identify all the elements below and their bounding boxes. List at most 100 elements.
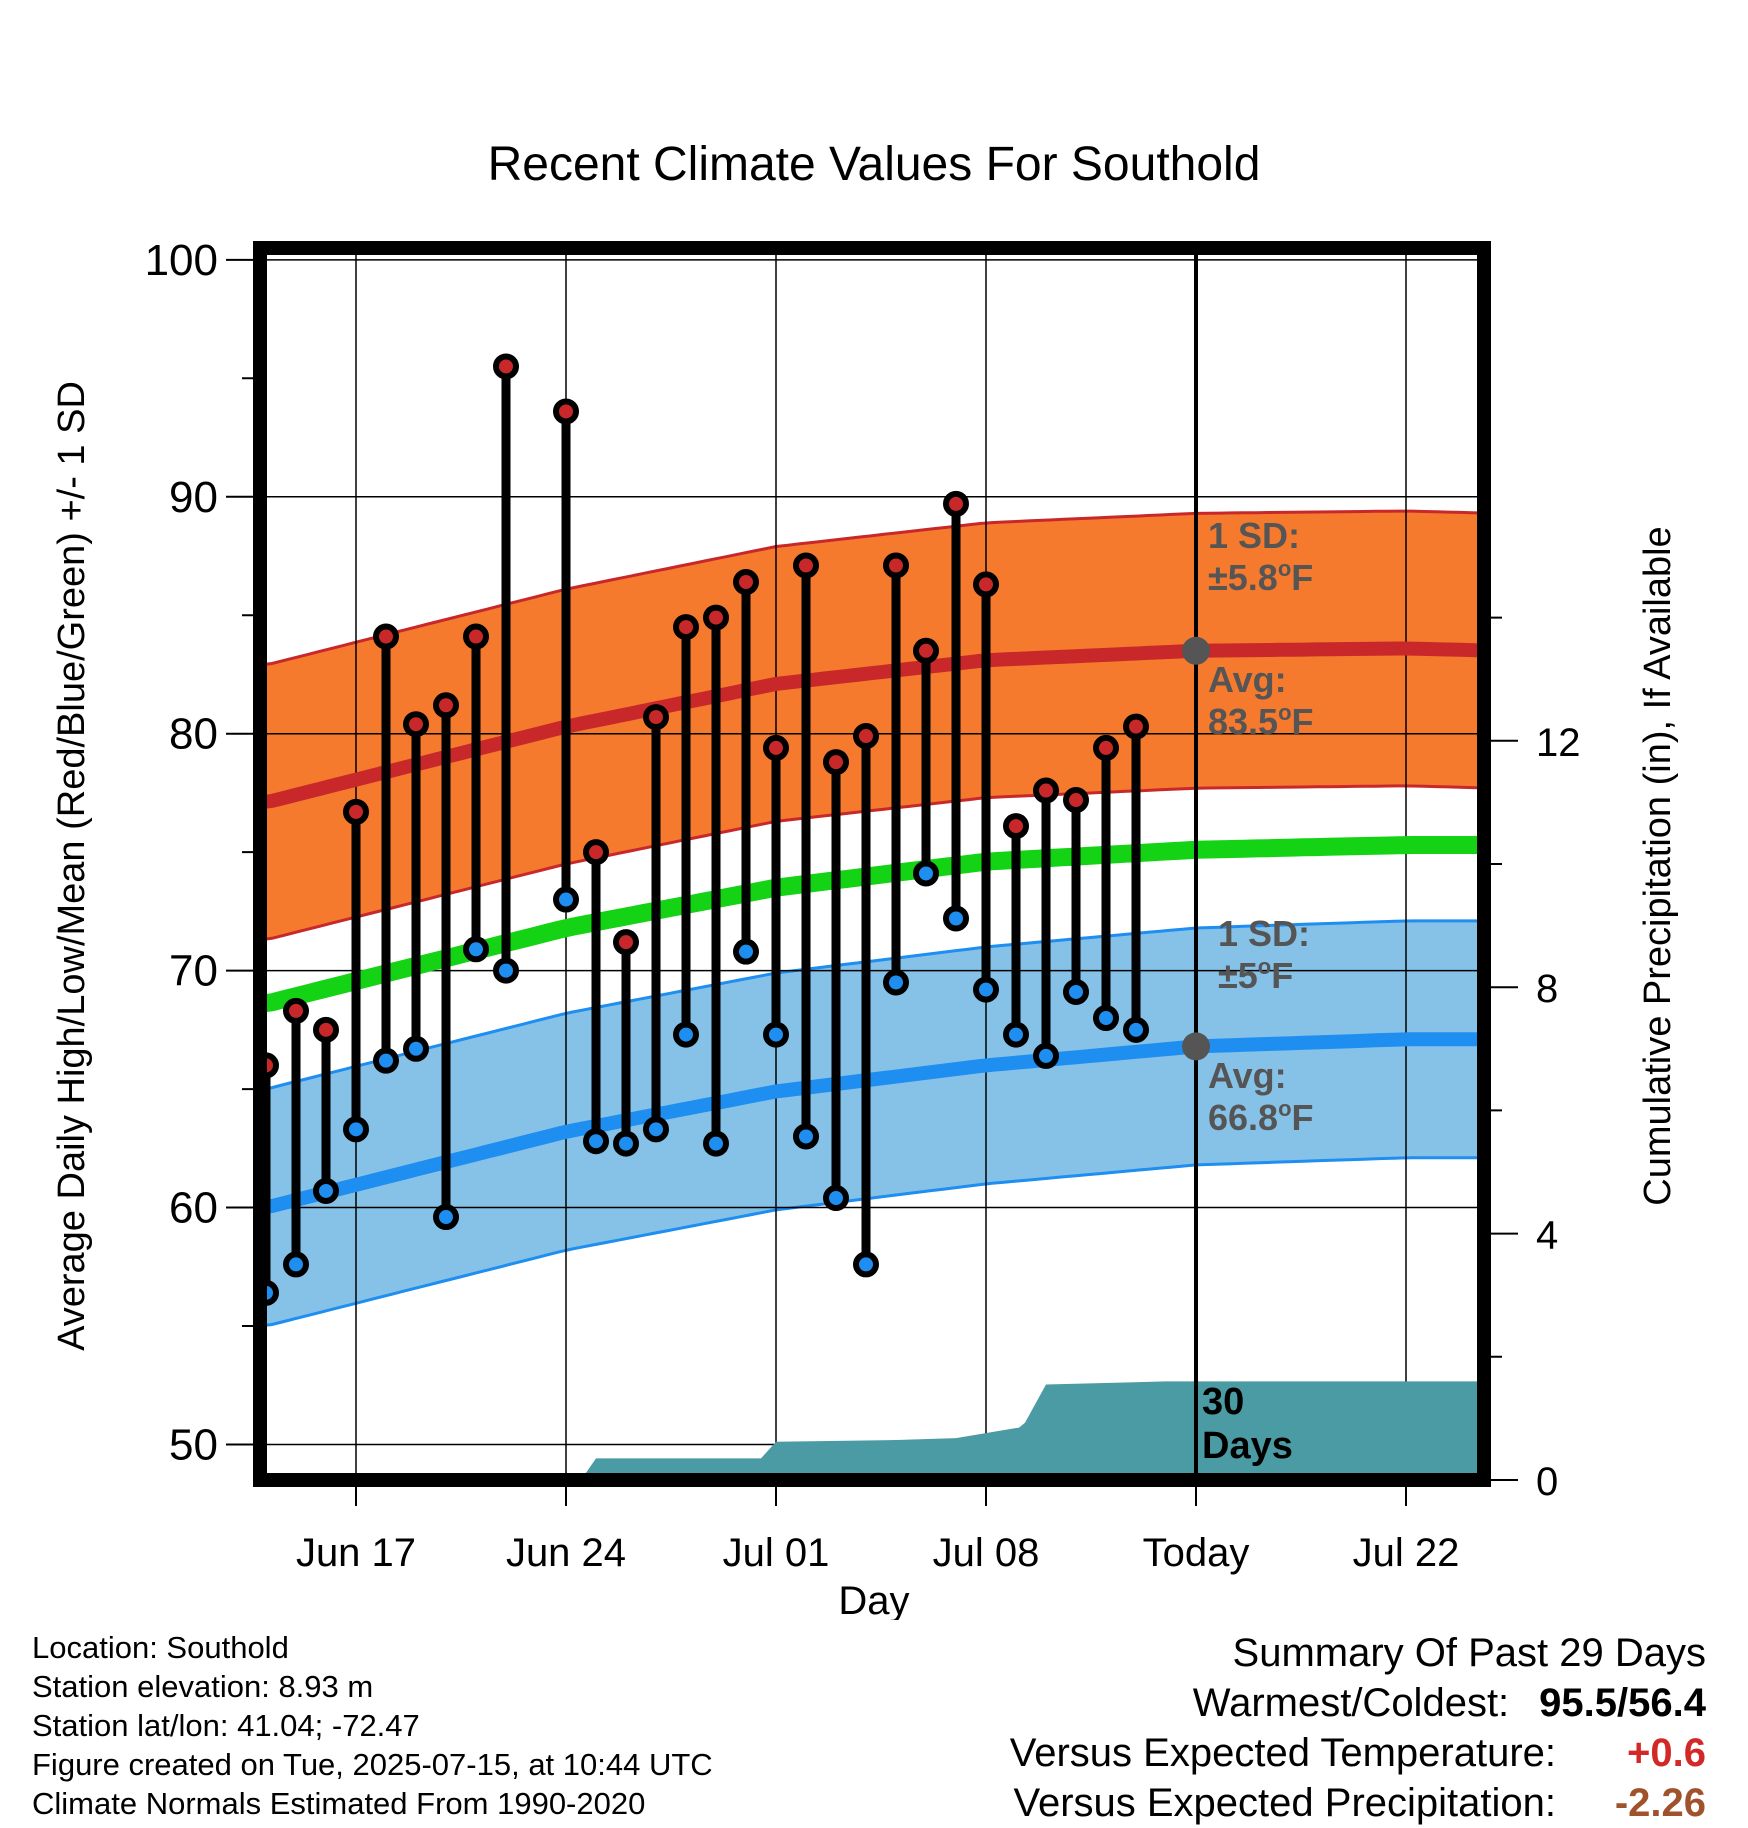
normal-high-line bbox=[260, 641, 1484, 810]
station-info: Location: Southold Station elevation: 8.… bbox=[32, 1628, 713, 1823]
daily-low-point bbox=[583, 1128, 609, 1155]
latlon-text: Station lat/lon: 41.04; -72.47 bbox=[32, 1708, 420, 1743]
y-tick-label: 60 bbox=[169, 1184, 218, 1233]
daily-high-point bbox=[673, 614, 699, 641]
created-text: Figure created on Tue, 2025-07-15, at 10… bbox=[32, 1747, 713, 1782]
y2-tick-label: 0 bbox=[1536, 1460, 1558, 1504]
daily-low-point bbox=[403, 1035, 429, 1062]
daily-high-point bbox=[313, 1016, 339, 1043]
x-tick-label: Jun 17 bbox=[296, 1531, 416, 1575]
temp-delta-row: Versus Expected Temperature: +0.6 bbox=[1010, 1728, 1706, 1778]
low-sd-value: ±5oF bbox=[1218, 954, 1293, 996]
daily-low-point bbox=[823, 1185, 849, 1212]
daily-low-point bbox=[913, 860, 939, 887]
axes: 50 60 70 80 90 100 0 4 8 12 Jun 17 Jun 24 Jul 01 Jul … bbox=[145, 236, 1581, 1575]
daily-low-point bbox=[703, 1130, 729, 1157]
y-axis-label: Average Daily High/Low/Mean (Red/Blue/Gr… bbox=[51, 381, 93, 1351]
daily-low-point bbox=[433, 1204, 459, 1231]
daily-high-point bbox=[973, 571, 999, 598]
daily-low-point bbox=[1093, 1005, 1119, 1031]
y-tick-label: 100 bbox=[145, 236, 218, 285]
daily-high-point bbox=[793, 552, 819, 579]
daily-high-point bbox=[403, 711, 429, 738]
daily-high-point bbox=[763, 734, 789, 761]
y2-tick-label: 8 bbox=[1536, 967, 1558, 1011]
summary-title: Summary Of Past 29 Days bbox=[1232, 1631, 1706, 1675]
precip-delta-label: Versus Expected Precipitation: bbox=[1013, 1781, 1556, 1825]
daily-low-point bbox=[973, 976, 999, 1003]
daily-low-point bbox=[1123, 1016, 1149, 1043]
climate-chart: Recent Climate Values For Southold 1 SD:… bbox=[51, 138, 1679, 1620]
daily-low-point bbox=[313, 1177, 339, 1204]
daily-high-point bbox=[913, 637, 939, 664]
daily-high-point bbox=[1033, 777, 1059, 804]
low-avg-value: 66.8oF bbox=[1208, 1096, 1314, 1138]
location-text: Location: Southold bbox=[32, 1630, 289, 1665]
warm-cold-label: Warmest/Coldest: bbox=[1192, 1681, 1510, 1725]
precip-days-line1: 30 bbox=[1202, 1381, 1244, 1423]
daily-high-point bbox=[853, 723, 879, 750]
daily-low-point bbox=[463, 936, 489, 963]
daily-high-point bbox=[733, 569, 759, 596]
daily-low-point bbox=[1033, 1042, 1059, 1069]
daily-low-point bbox=[643, 1116, 669, 1143]
daily-low-point bbox=[883, 969, 909, 996]
daily-high-point bbox=[283, 997, 309, 1024]
precip-delta-row: Versus Expected Precipitation: -2.26 bbox=[1010, 1778, 1706, 1828]
daily-high-point bbox=[823, 749, 849, 776]
daily-high-point bbox=[463, 623, 489, 650]
x-tick-label: Today bbox=[1143, 1531, 1250, 1575]
y2-axis-label: Cumulative Precipitation (in), If Availa… bbox=[1637, 526, 1679, 1205]
daily-high-point bbox=[1123, 713, 1149, 740]
chart-title: Recent Climate Values For Southold bbox=[488, 138, 1261, 191]
elevation-text: Station elevation: 8.93 m bbox=[32, 1669, 374, 1704]
daily-high-point bbox=[1063, 787, 1089, 814]
normal-low-line bbox=[260, 1032, 1484, 1215]
warm-cold-row: Warmest/Coldest: 95.5/56.4 bbox=[1010, 1678, 1706, 1728]
daily-high-point bbox=[433, 692, 459, 719]
daily-low-point bbox=[793, 1123, 819, 1150]
daily-low-point bbox=[283, 1251, 309, 1278]
daily-high-point bbox=[643, 704, 669, 731]
y-tick-label: 90 bbox=[169, 473, 218, 522]
summary-panel: Summary Of Past 29 Days Warmest/Coldest:… bbox=[1010, 1628, 1706, 1828]
high-avg-value: 83.5oF bbox=[1208, 700, 1314, 742]
daily-low-point bbox=[553, 886, 579, 913]
daily-high-point bbox=[883, 552, 909, 579]
daily-low-point bbox=[673, 1021, 699, 1048]
high-avg-title: Avg: bbox=[1208, 659, 1287, 700]
x-tick-label: Jul 08 bbox=[933, 1531, 1040, 1575]
daily-low-point bbox=[733, 938, 759, 965]
high-sd-title: 1 SD: bbox=[1208, 515, 1300, 556]
daily-high-point bbox=[583, 839, 609, 866]
y-tick-label: 70 bbox=[169, 947, 218, 996]
y-tick-label: 80 bbox=[169, 710, 218, 759]
x-axis-label: Day bbox=[838, 1579, 909, 1620]
normals-text: Climate Normals Estimated From 1990-2020 bbox=[32, 1786, 646, 1821]
daily-low-point bbox=[853, 1251, 879, 1278]
warm-cold-value: 95.5/56.4 bbox=[1539, 1681, 1706, 1725]
daily-high-point bbox=[613, 929, 639, 956]
daily-high-point bbox=[1093, 734, 1119, 761]
x-tick-label: Jul 01 bbox=[723, 1531, 830, 1575]
daily-high-point bbox=[553, 398, 579, 425]
x-tick-label: Jun 24 bbox=[506, 1531, 626, 1575]
today-normal-high-marker bbox=[1182, 636, 1210, 665]
daily-high-point bbox=[1003, 813, 1029, 840]
y-tick-label: 50 bbox=[169, 1420, 218, 1469]
daily-low-point bbox=[763, 1021, 789, 1048]
daily-low-point bbox=[613, 1130, 639, 1157]
y2-tick-label: 4 bbox=[1536, 1214, 1558, 1258]
temp-delta-label: Versus Expected Temperature: bbox=[1009, 1731, 1556, 1775]
x-tick-label: Jul 22 bbox=[1353, 1531, 1460, 1575]
daily-low-point bbox=[1063, 978, 1089, 1005]
daily-high-point bbox=[703, 604, 729, 631]
daily-low-point bbox=[373, 1047, 399, 1074]
temp-delta-value: +0.6 bbox=[1627, 1731, 1706, 1775]
precip-days-line2: Days bbox=[1202, 1425, 1293, 1467]
precip-area bbox=[266, 1381, 1484, 1480]
daily-high-point bbox=[493, 353, 519, 380]
precip-delta-value: -2.26 bbox=[1614, 1781, 1706, 1825]
